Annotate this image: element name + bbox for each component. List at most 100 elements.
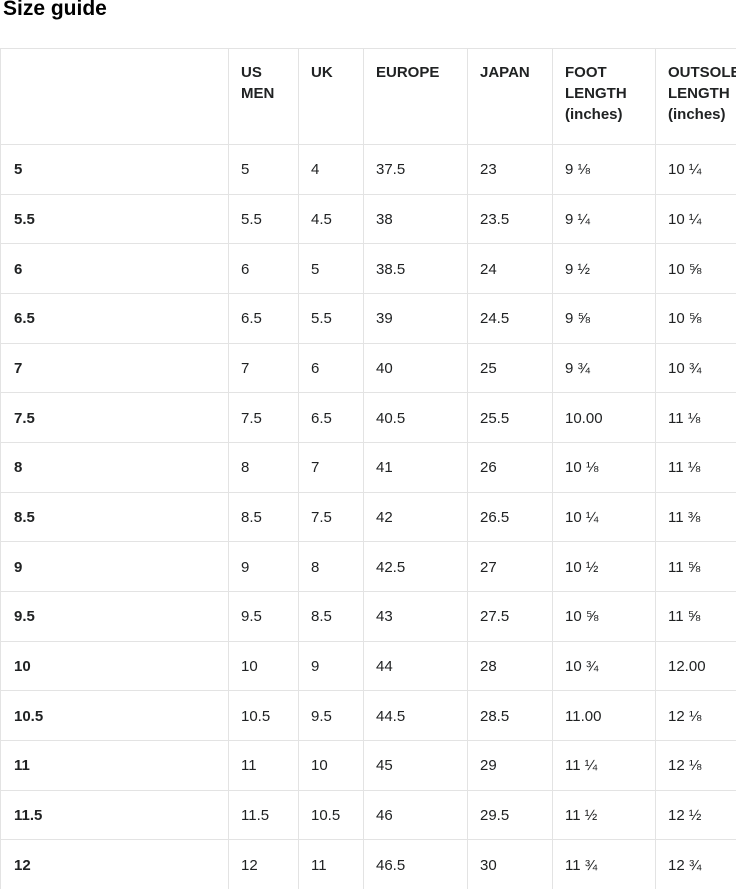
cell-outsole-length: 12.00 — [655, 640, 736, 692]
cell-europe: 42.5 — [363, 541, 468, 592]
cell-japan: 29.5 — [467, 789, 553, 841]
cell-size: 11 — [0, 739, 229, 791]
cell-us-men: 11 — [228, 739, 299, 791]
cell-us-men: 7.5 — [228, 392, 299, 443]
cell-outsole-length: 11 ⅛ — [655, 441, 736, 493]
column-header-us-men: US MEN — [228, 48, 299, 145]
cell-foot-length: 11.00 — [552, 690, 656, 741]
cell-size: 10 — [0, 640, 229, 692]
cell-foot-length: 11 ¾ — [552, 839, 656, 889]
table-row: 6.5 6.5 5.5 39 24.5 9 ⅝ 10 ⅝ — [0, 292, 736, 344]
cell-japan: 23.5 — [467, 193, 553, 245]
cell-us-men: 10.5 — [228, 690, 299, 741]
cell-uk: 6 — [298, 342, 364, 394]
cell-us-men: 9.5 — [228, 590, 299, 642]
cell-japan: 28.5 — [467, 690, 553, 741]
cell-europe: 45 — [363, 739, 468, 791]
cell-uk: 5.5 — [298, 292, 364, 344]
cell-uk: 7 — [298, 441, 364, 493]
cell-foot-length: 9 ⅛ — [552, 144, 656, 195]
column-header-outsole-length: OUTSOLE LENGTH (inches) — [655, 48, 736, 145]
cell-japan: 29 — [467, 739, 553, 791]
table-row: 7.5 7.5 6.5 40.5 25.5 10.00 11 ⅛ — [0, 392, 736, 443]
cell-uk: 9 — [298, 640, 364, 692]
table-row: 7 7 6 40 25 9 ¾ 10 ¾ — [0, 342, 736, 394]
column-header-europe: EUROPE — [363, 48, 468, 145]
column-header-japan: JAPAN — [467, 48, 553, 145]
cell-outsole-length: 11 ⅜ — [655, 491, 736, 543]
cell-japan: 30 — [467, 839, 553, 889]
cell-uk: 7.5 — [298, 491, 364, 543]
cell-japan: 26 — [467, 441, 553, 493]
cell-uk: 4.5 — [298, 193, 364, 245]
cell-foot-length: 10 ⅝ — [552, 590, 656, 642]
cell-size: 7.5 — [0, 392, 229, 443]
table-row: 9.5 9.5 8.5 43 27.5 10 ⅝ 11 ⅝ — [0, 590, 736, 642]
cell-size: 9.5 — [0, 590, 229, 642]
table-row: 6 6 5 38.5 24 9 ½ 10 ⅝ — [0, 243, 736, 294]
page-title: Size guide — [3, 0, 107, 20]
table-row: 10 10 9 44 28 10 ¾ 12.00 — [0, 640, 736, 692]
cell-outsole-length: 12 ⅛ — [655, 739, 736, 791]
cell-size: 8 — [0, 441, 229, 493]
cell-outsole-length: 11 ⅝ — [655, 590, 736, 642]
cell-foot-length: 10 ⅛ — [552, 441, 656, 493]
cell-size: 6.5 — [0, 292, 229, 344]
cell-uk: 11 — [298, 839, 364, 889]
cell-us-men: 10 — [228, 640, 299, 692]
table-row: 8 8 7 41 26 10 ⅛ 11 ⅛ — [0, 441, 736, 493]
cell-outsole-length: 12 ½ — [655, 789, 736, 841]
cell-foot-length: 10 ¾ — [552, 640, 656, 692]
cell-uk: 4 — [298, 144, 364, 195]
cell-foot-length: 10.00 — [552, 392, 656, 443]
cell-europe: 43 — [363, 590, 468, 642]
cell-europe: 39 — [363, 292, 468, 344]
cell-size: 6 — [0, 243, 229, 294]
cell-europe: 38.5 — [363, 243, 468, 294]
cell-europe: 40.5 — [363, 392, 468, 443]
header-row: US MEN UK EUROPE JAPAN FOOT LENGTH (inch… — [0, 48, 736, 145]
cell-us-men: 12 — [228, 839, 299, 889]
cell-outsole-length: 10 ¼ — [655, 193, 736, 245]
table-row: 11.5 11.5 10.5 46 29.5 11 ½ 12 ½ — [0, 789, 736, 841]
cell-outsole-length: 12 ⅛ — [655, 690, 736, 741]
cell-size: 8.5 — [0, 491, 229, 543]
cell-size: 11.5 — [0, 789, 229, 841]
cell-foot-length: 9 ⅝ — [552, 292, 656, 344]
cell-uk: 6.5 — [298, 392, 364, 443]
cell-uk: 8 — [298, 541, 364, 592]
cell-europe: 44.5 — [363, 690, 468, 741]
cell-size: 5 — [0, 144, 229, 195]
cell-foot-length: 10 ½ — [552, 541, 656, 592]
table-row: 10.5 10.5 9.5 44.5 28.5 11.00 12 ⅛ — [0, 690, 736, 741]
cell-size: 10.5 — [0, 690, 229, 741]
table-row: 12 12 11 46.5 30 11 ¾ 12 ¾ — [0, 839, 736, 889]
cell-europe: 44 — [363, 640, 468, 692]
cell-uk: 5 — [298, 243, 364, 294]
cell-us-men: 8.5 — [228, 491, 299, 543]
cell-uk: 9.5 — [298, 690, 364, 741]
cell-foot-length: 9 ¾ — [552, 342, 656, 394]
cell-size: 12 — [0, 839, 229, 889]
column-header-size — [0, 48, 229, 145]
table-row: 5 5 4 37.5 23 9 ⅛ 10 ¼ — [0, 144, 736, 195]
cell-outsole-length: 11 ⅛ — [655, 392, 736, 443]
size-guide-table: US MEN UK EUROPE JAPAN FOOT LENGTH (inch… — [0, 48, 736, 889]
cell-uk: 10 — [298, 739, 364, 791]
cell-europe: 46.5 — [363, 839, 468, 889]
cell-us-men: 6.5 — [228, 292, 299, 344]
cell-japan: 25.5 — [467, 392, 553, 443]
cell-outsole-length: 10 ¾ — [655, 342, 736, 394]
column-header-uk: UK — [298, 48, 364, 145]
cell-japan: 24.5 — [467, 292, 553, 344]
size-guide-table-container: US MEN UK EUROPE JAPAN FOOT LENGTH (inch… — [0, 48, 736, 889]
cell-japan: 28 — [467, 640, 553, 692]
cell-outsole-length: 11 ⅝ — [655, 541, 736, 592]
cell-europe: 42 — [363, 491, 468, 543]
cell-us-men: 7 — [228, 342, 299, 394]
cell-japan: 24 — [467, 243, 553, 294]
cell-foot-length: 10 ¼ — [552, 491, 656, 543]
cell-size: 7 — [0, 342, 229, 394]
table-row: 11 11 10 45 29 11 ¼ 12 ⅛ — [0, 739, 736, 791]
cell-japan: 23 — [467, 144, 553, 195]
